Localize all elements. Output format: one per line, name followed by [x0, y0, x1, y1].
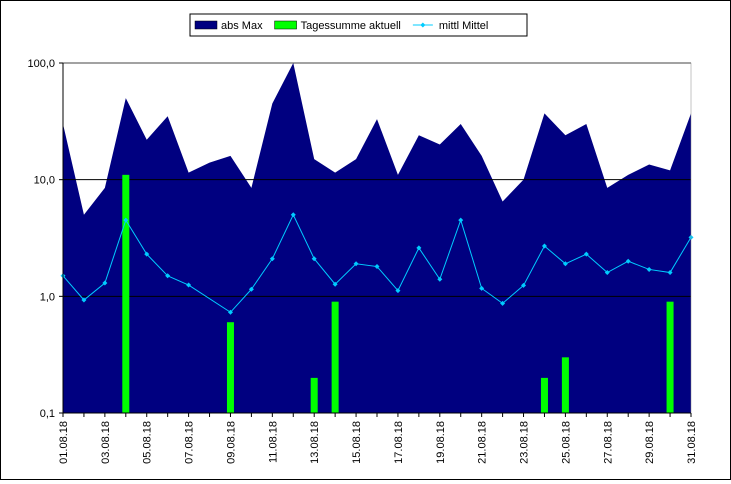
data-point: [290, 212, 296, 218]
data-point: [416, 245, 422, 251]
data-point: [81, 297, 87, 303]
data-point: [332, 281, 338, 287]
x-tick-label: 29.08.18: [644, 421, 656, 464]
legend-label: abs Max: [221, 20, 263, 32]
y-tick-label: 10,0: [34, 175, 55, 187]
plot-area: [60, 62, 694, 414]
data-point: [458, 217, 464, 223]
series-mittl-mittel-line: [62, 213, 692, 313]
x-tick-label: 17.08.18: [393, 421, 405, 464]
y-tick-label: 100,0: [27, 58, 55, 70]
legend-box: [189, 13, 528, 37]
x-tick-label: 03.08.18: [100, 421, 112, 464]
data-point: [562, 261, 568, 267]
data-point: [541, 243, 547, 249]
data-point: [521, 282, 527, 288]
x-tick-label: 27.08.18: [602, 421, 614, 464]
data-point: [248, 286, 254, 292]
data-point: [625, 258, 631, 264]
y-tick-label: 1,0: [40, 291, 55, 303]
data-point: [165, 273, 171, 279]
series-abs-max-area: [63, 63, 691, 413]
x-tick-label: 31.08.18: [686, 421, 698, 464]
data-point: [227, 309, 233, 315]
data-point: [269, 256, 275, 262]
bar-tagessumme: [540, 377, 548, 413]
x-tick-label: 09.08.18: [225, 421, 237, 464]
legend-swatch: [274, 20, 297, 30]
bar-tagessumme: [122, 174, 130, 413]
data-point: [311, 256, 317, 262]
x-tick-label: 25.08.18: [560, 421, 572, 464]
data-point: [583, 251, 589, 257]
bar-tagessumme: [666, 301, 674, 413]
data-point: [500, 300, 506, 306]
data-point: [144, 251, 150, 257]
x-tick-label: 23.08.18: [519, 421, 531, 464]
data-point: [123, 217, 129, 223]
y-axis: 0,1 1,0 10,0 100,0: [27, 58, 64, 420]
x-axis: 01.08.18 03.08.18 05.08.18 07.08.18 09.08.18…: [58, 412, 698, 464]
legend-label: mittl Mittel: [439, 20, 489, 32]
x-tick-label: 13.08.18: [309, 421, 321, 464]
data-point: [646, 266, 652, 272]
legend: abs Max Tagessumme aktuell mittl Mittel: [189, 13, 528, 37]
data-point: [395, 288, 401, 294]
data-point: [353, 261, 359, 267]
legend-swatch: [194, 20, 218, 30]
bar-tagessumme: [561, 357, 569, 413]
x-tick-label: 05.08.18: [142, 421, 154, 464]
bar-tagessumme: [226, 322, 234, 413]
x-tick-label: 19.08.18: [435, 421, 447, 464]
bar-tagessumme: [331, 301, 339, 413]
x-tick-label: 21.08.18: [477, 421, 489, 464]
data-point: [667, 270, 673, 276]
legend-label: Tagessumme aktuell: [301, 20, 401, 32]
x-tick-label: 07.08.18: [184, 421, 196, 464]
data-point: [479, 285, 485, 291]
data-point: [186, 282, 192, 288]
data-point: [437, 276, 443, 282]
x-tick-label: 11.08.18: [267, 421, 279, 463]
data-point: [604, 270, 610, 276]
bar-tagessumme: [310, 377, 318, 413]
legend-marker: [420, 22, 426, 28]
y-tick-label: 0,1: [40, 408, 55, 420]
data-point: [374, 264, 380, 270]
x-tick-label: 15.08.18: [351, 421, 363, 464]
data-point: [102, 280, 108, 286]
x-tick-label: 01.08.18: [58, 421, 70, 464]
